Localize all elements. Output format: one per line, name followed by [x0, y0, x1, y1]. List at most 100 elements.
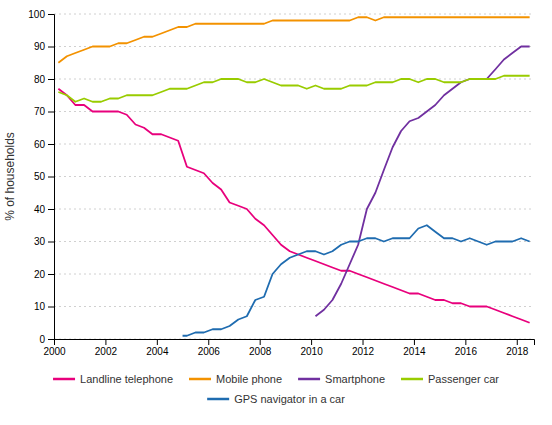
series-lines — [58, 17, 529, 336]
legend-item: Landline telephone — [53, 373, 173, 385]
legend-swatch — [207, 398, 229, 401]
y-tick-mark — [48, 307, 54, 308]
x-tick-label: 2004 — [146, 346, 169, 357]
x-tick-mark — [105, 339, 106, 345]
x-tick: 2016 — [455, 339, 478, 357]
y-tick-mark — [48, 14, 54, 15]
x-tick-label: 2002 — [95, 346, 118, 357]
grid — [54, 14, 534, 339]
y-tick: 60 — [34, 139, 54, 150]
x-tick-label: 2016 — [455, 346, 478, 357]
x-tick: 2018 — [506, 339, 529, 357]
legend-swatch — [53, 378, 75, 381]
y-tick-mark — [48, 47, 54, 48]
series-line — [58, 17, 529, 63]
y-tick-label: 10 — [34, 301, 46, 312]
y-tick: 20 — [34, 269, 54, 280]
y-axis-line — [48, 15, 55, 340]
grid-line — [54, 209, 534, 210]
x-tick: 2012 — [352, 339, 375, 357]
y-tick-mark — [48, 242, 54, 243]
y-tick: 0 — [39, 334, 54, 345]
y-tick-label: 90 — [34, 41, 46, 52]
grid-line — [54, 306, 534, 307]
y-tick-mark — [48, 209, 54, 210]
legend-swatch — [298, 378, 320, 381]
x-tick-label: 2018 — [506, 346, 529, 357]
grid-line — [54, 111, 534, 112]
x-tick-mark — [260, 339, 261, 345]
x-tick-label: 2014 — [403, 346, 426, 357]
x-tick-mark — [363, 339, 364, 345]
x-tick-label: 2000 — [43, 346, 66, 357]
y-tick-mark — [48, 79, 54, 80]
y-tick-label: 70 — [34, 106, 46, 117]
y-tick: 30 — [34, 236, 54, 247]
x-tick: 2010 — [300, 339, 323, 357]
x-tick-mark — [517, 339, 518, 345]
y-tick-mark — [48, 112, 54, 113]
legend-label: Smartphone — [325, 373, 385, 385]
y-tick-label: 60 — [34, 139, 46, 150]
legend-swatch — [401, 378, 423, 381]
x-tick: 2004 — [146, 339, 169, 357]
grid-line — [54, 79, 534, 80]
legend-item: Passenger car — [401, 373, 499, 385]
grid-line — [54, 144, 534, 145]
y-tick: 90 — [34, 41, 54, 52]
legend: Landline telephone Mobile phone Smartphone… — [53, 373, 499, 405]
y-axis: 0 10 20 30 40 50 60 70 80 90 100 — [28, 9, 54, 345]
legend-item: GPS navigator in a car — [207, 393, 345, 405]
y-tick-label: 100 — [28, 9, 45, 20]
chart: 2000200220042006200820102012201420162018… — [0, 0, 552, 425]
legend-label: Mobile phone — [216, 373, 282, 385]
x-tick: 2008 — [249, 339, 272, 357]
x-tick: 2006 — [198, 339, 221, 357]
series-line — [58, 89, 529, 323]
x-axis-line — [55, 340, 535, 346]
legend-label: Landline telephone — [80, 373, 173, 385]
y-tick-label: 80 — [34, 74, 46, 85]
x-tick-mark — [157, 339, 158, 345]
legend-swatch — [189, 378, 211, 381]
grid-line — [54, 176, 534, 177]
y-tick-mark — [48, 177, 54, 178]
x-tick-label: 2006 — [198, 346, 221, 357]
y-axis-title: % of households — [3, 132, 17, 221]
y-tick: 10 — [34, 301, 54, 312]
chart-container: 2000200220042006200820102012201420162018… — [0, 0, 552, 425]
grid-line — [54, 46, 534, 47]
legend-label: Passenger car — [428, 373, 499, 385]
grid-line — [54, 14, 534, 15]
y-tick: 100 — [28, 9, 54, 20]
series-line — [183, 225, 530, 336]
x-tick-mark — [311, 339, 312, 345]
x-axis: 2000 2002 2004 2006 2008 2010 2012 2014 2016 2018 — [43, 339, 534, 357]
x-tick: 2014 — [403, 339, 426, 357]
legend-label: GPS navigator in a car — [234, 393, 345, 405]
x-tick-label: 2010 — [300, 346, 323, 357]
y-tick-mark — [48, 144, 54, 145]
x-tick: 2002 — [95, 339, 118, 357]
y-tick-mark — [48, 339, 54, 340]
x-tick-mark — [208, 339, 209, 345]
y-tick: 70 — [34, 106, 54, 117]
y-tick-label: 0 — [39, 334, 45, 345]
y-tick-label: 30 — [34, 236, 46, 247]
legend-item: Smartphone — [298, 373, 385, 385]
plot: 2000200220042006200820102012201420162018… — [28, 9, 534, 357]
y-tick: 80 — [34, 74, 54, 85]
y-tick-mark — [48, 274, 54, 275]
x-tick-mark — [414, 339, 415, 345]
series-line — [58, 76, 529, 102]
y-tick-label: 40 — [34, 204, 46, 215]
y-tick: 40 — [34, 204, 54, 215]
legend-item: Mobile phone — [189, 373, 282, 385]
x-tick-label: 2012 — [352, 346, 375, 357]
x-tick: 2000 — [43, 339, 66, 357]
x-tick-label: 2008 — [249, 346, 272, 357]
grid-line — [54, 274, 534, 275]
y-tick-label: 20 — [34, 269, 46, 280]
y-tick-label: 50 — [34, 171, 46, 182]
y-tick: 50 — [34, 171, 54, 182]
